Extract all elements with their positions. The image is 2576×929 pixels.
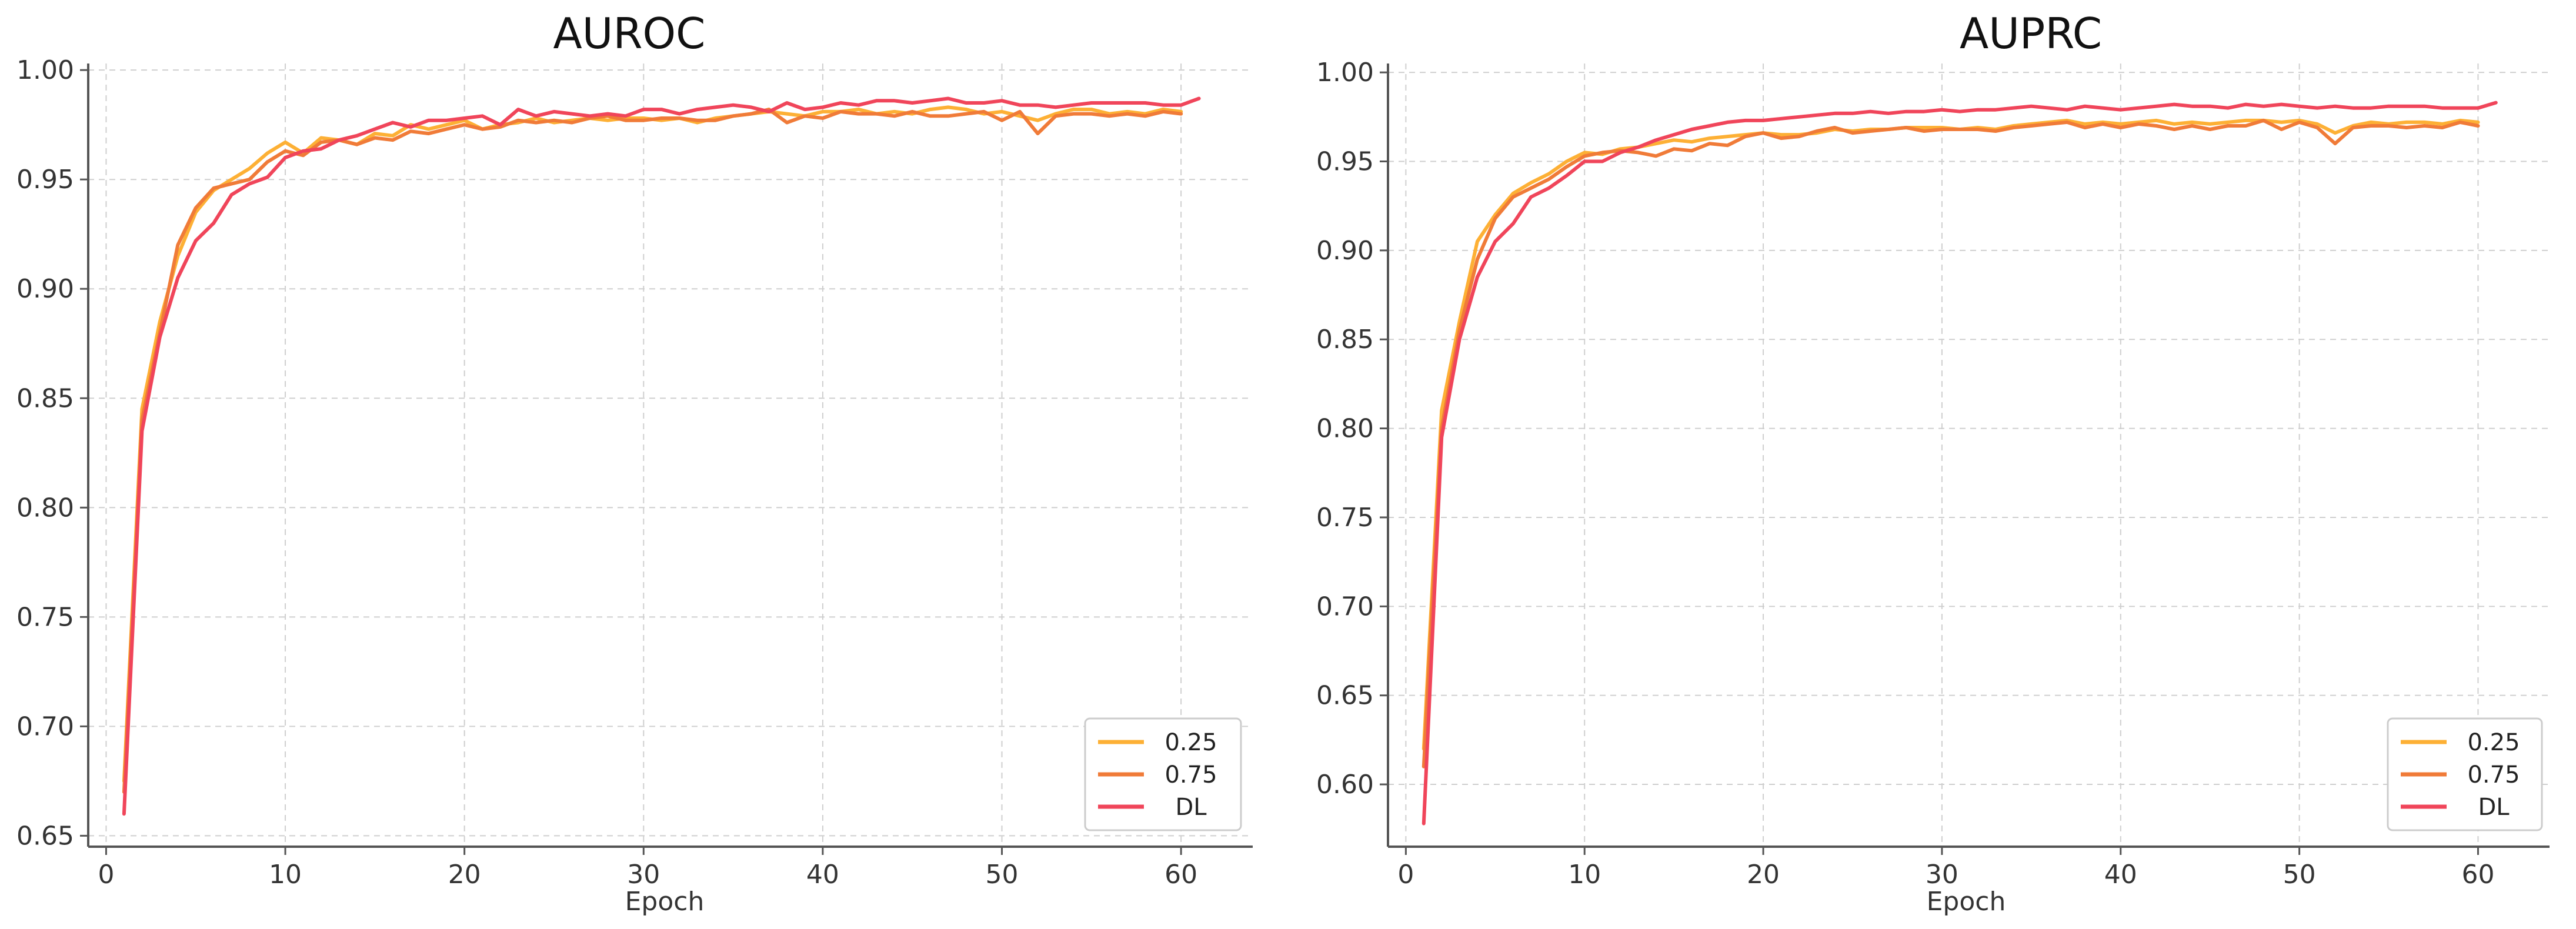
auroc-series xyxy=(122,96,1201,816)
auroc-x-tick-label: 0 xyxy=(98,860,114,890)
auprc-x-tick-label: 60 xyxy=(2461,860,2494,890)
auroc-series-line-025 xyxy=(122,105,1183,783)
auprc-y-tick-label: 0.90 xyxy=(1316,236,1374,266)
auroc-y-tick-label: 0.80 xyxy=(16,493,74,523)
auroc-legend: 0.25 0.75 DL xyxy=(1084,717,1242,831)
auprc-x-tick-label: 30 xyxy=(1926,860,1958,890)
auprc-legend-box xyxy=(2387,717,2543,831)
auroc-y-tick-label: 1.00 xyxy=(16,55,74,85)
auprc-y-tick-label: 0.65 xyxy=(1316,681,1374,711)
auroc-y-tick-label: 0.65 xyxy=(16,821,74,851)
auroc-legend-label-DL: DL xyxy=(1175,794,1207,821)
auroc-y-tick-label: 0.85 xyxy=(16,383,74,413)
auprc-x-tick-label: 10 xyxy=(1568,860,1601,890)
auprc-x-tick-label: 20 xyxy=(1747,860,1780,890)
auroc-y-tick-label: 0.95 xyxy=(16,165,74,195)
auroc-panel: AUROC Epoch 0.65 0.70 0.75 0.80 0.85 0.90 0.95… xyxy=(16,9,1253,917)
auprc-legend-label-025: 0.25 xyxy=(2467,729,2520,756)
auroc-x-tick-label: 30 xyxy=(627,860,660,890)
auprc-y-tick-label: 0.70 xyxy=(1316,592,1374,621)
auprc-x-axis-label: Epoch xyxy=(1927,887,2006,917)
auroc-x-tick-label: 60 xyxy=(1164,860,1197,890)
auroc-legend-box xyxy=(1084,717,1242,831)
auroc-y-tick-label: 0.90 xyxy=(16,274,74,304)
auprc-y-tick-label: 0.95 xyxy=(1316,147,1374,177)
auprc-legend-label-DL: DL xyxy=(2478,794,2510,821)
auprc-legend-label-075: 0.75 xyxy=(2467,761,2520,788)
auroc-grid xyxy=(88,64,1253,847)
auprc-x-tick-label: 50 xyxy=(2283,860,2316,890)
auprc-y-tick-label: 0.80 xyxy=(1316,414,1374,444)
auprc-y-tick-label: 1.00 xyxy=(1316,58,1374,88)
auroc-legend-label-075: 0.75 xyxy=(1164,761,1217,788)
auroc-axes: 0.65 0.70 0.75 0.80 0.85 0.90 0.95 1.00 0 10 20 30 4… xyxy=(16,55,1253,890)
auprc-axes: 0.60 0.65 0.70 0.75 0.80 0.85 0.90 0.95 1.00 0 10 2… xyxy=(1316,58,2550,890)
auprc-panel: AUPRC Epoch 0.60 0.65 0.70 0.75 0.80 0.85 0.90… xyxy=(1316,9,2550,917)
auroc-x-axis-label: Epoch xyxy=(625,887,705,917)
auroc-x-tick-label: 50 xyxy=(986,860,1019,890)
auroc-legend-label-025: 0.25 xyxy=(1164,729,1217,756)
auprc-y-tick-label: 0.75 xyxy=(1316,503,1374,533)
auroc-x-tick-label: 10 xyxy=(269,860,302,890)
auroc-chart-title: AUROC xyxy=(553,9,706,58)
auroc-x-tick-label: 40 xyxy=(806,860,839,890)
auprc-series-line-075 xyxy=(1422,118,2480,768)
auprc-x-tick-label: 0 xyxy=(1397,860,1414,890)
auprc-series-line-025 xyxy=(1422,118,2480,751)
auprc-legend: 0.25 0.75 DL xyxy=(2387,717,2543,831)
auprc-y-tick-label: 0.60 xyxy=(1316,770,1374,800)
auprc-grid xyxy=(1388,64,2550,847)
auroc-y-tick-label: 0.75 xyxy=(16,602,74,632)
auprc-series-line-DL xyxy=(1422,101,2498,826)
auroc-series-line-075 xyxy=(122,108,1183,794)
auprc-series xyxy=(1422,101,2498,826)
auroc-series-line-DL xyxy=(122,96,1201,816)
auprc-chart-title: AUPRC xyxy=(1960,9,2102,58)
auprc-y-tick-label: 0.85 xyxy=(1316,325,1374,355)
auprc-x-tick-label: 40 xyxy=(2104,860,2137,890)
auroc-y-tick-label: 0.70 xyxy=(16,711,74,741)
auroc-x-tick-label: 20 xyxy=(448,860,481,890)
